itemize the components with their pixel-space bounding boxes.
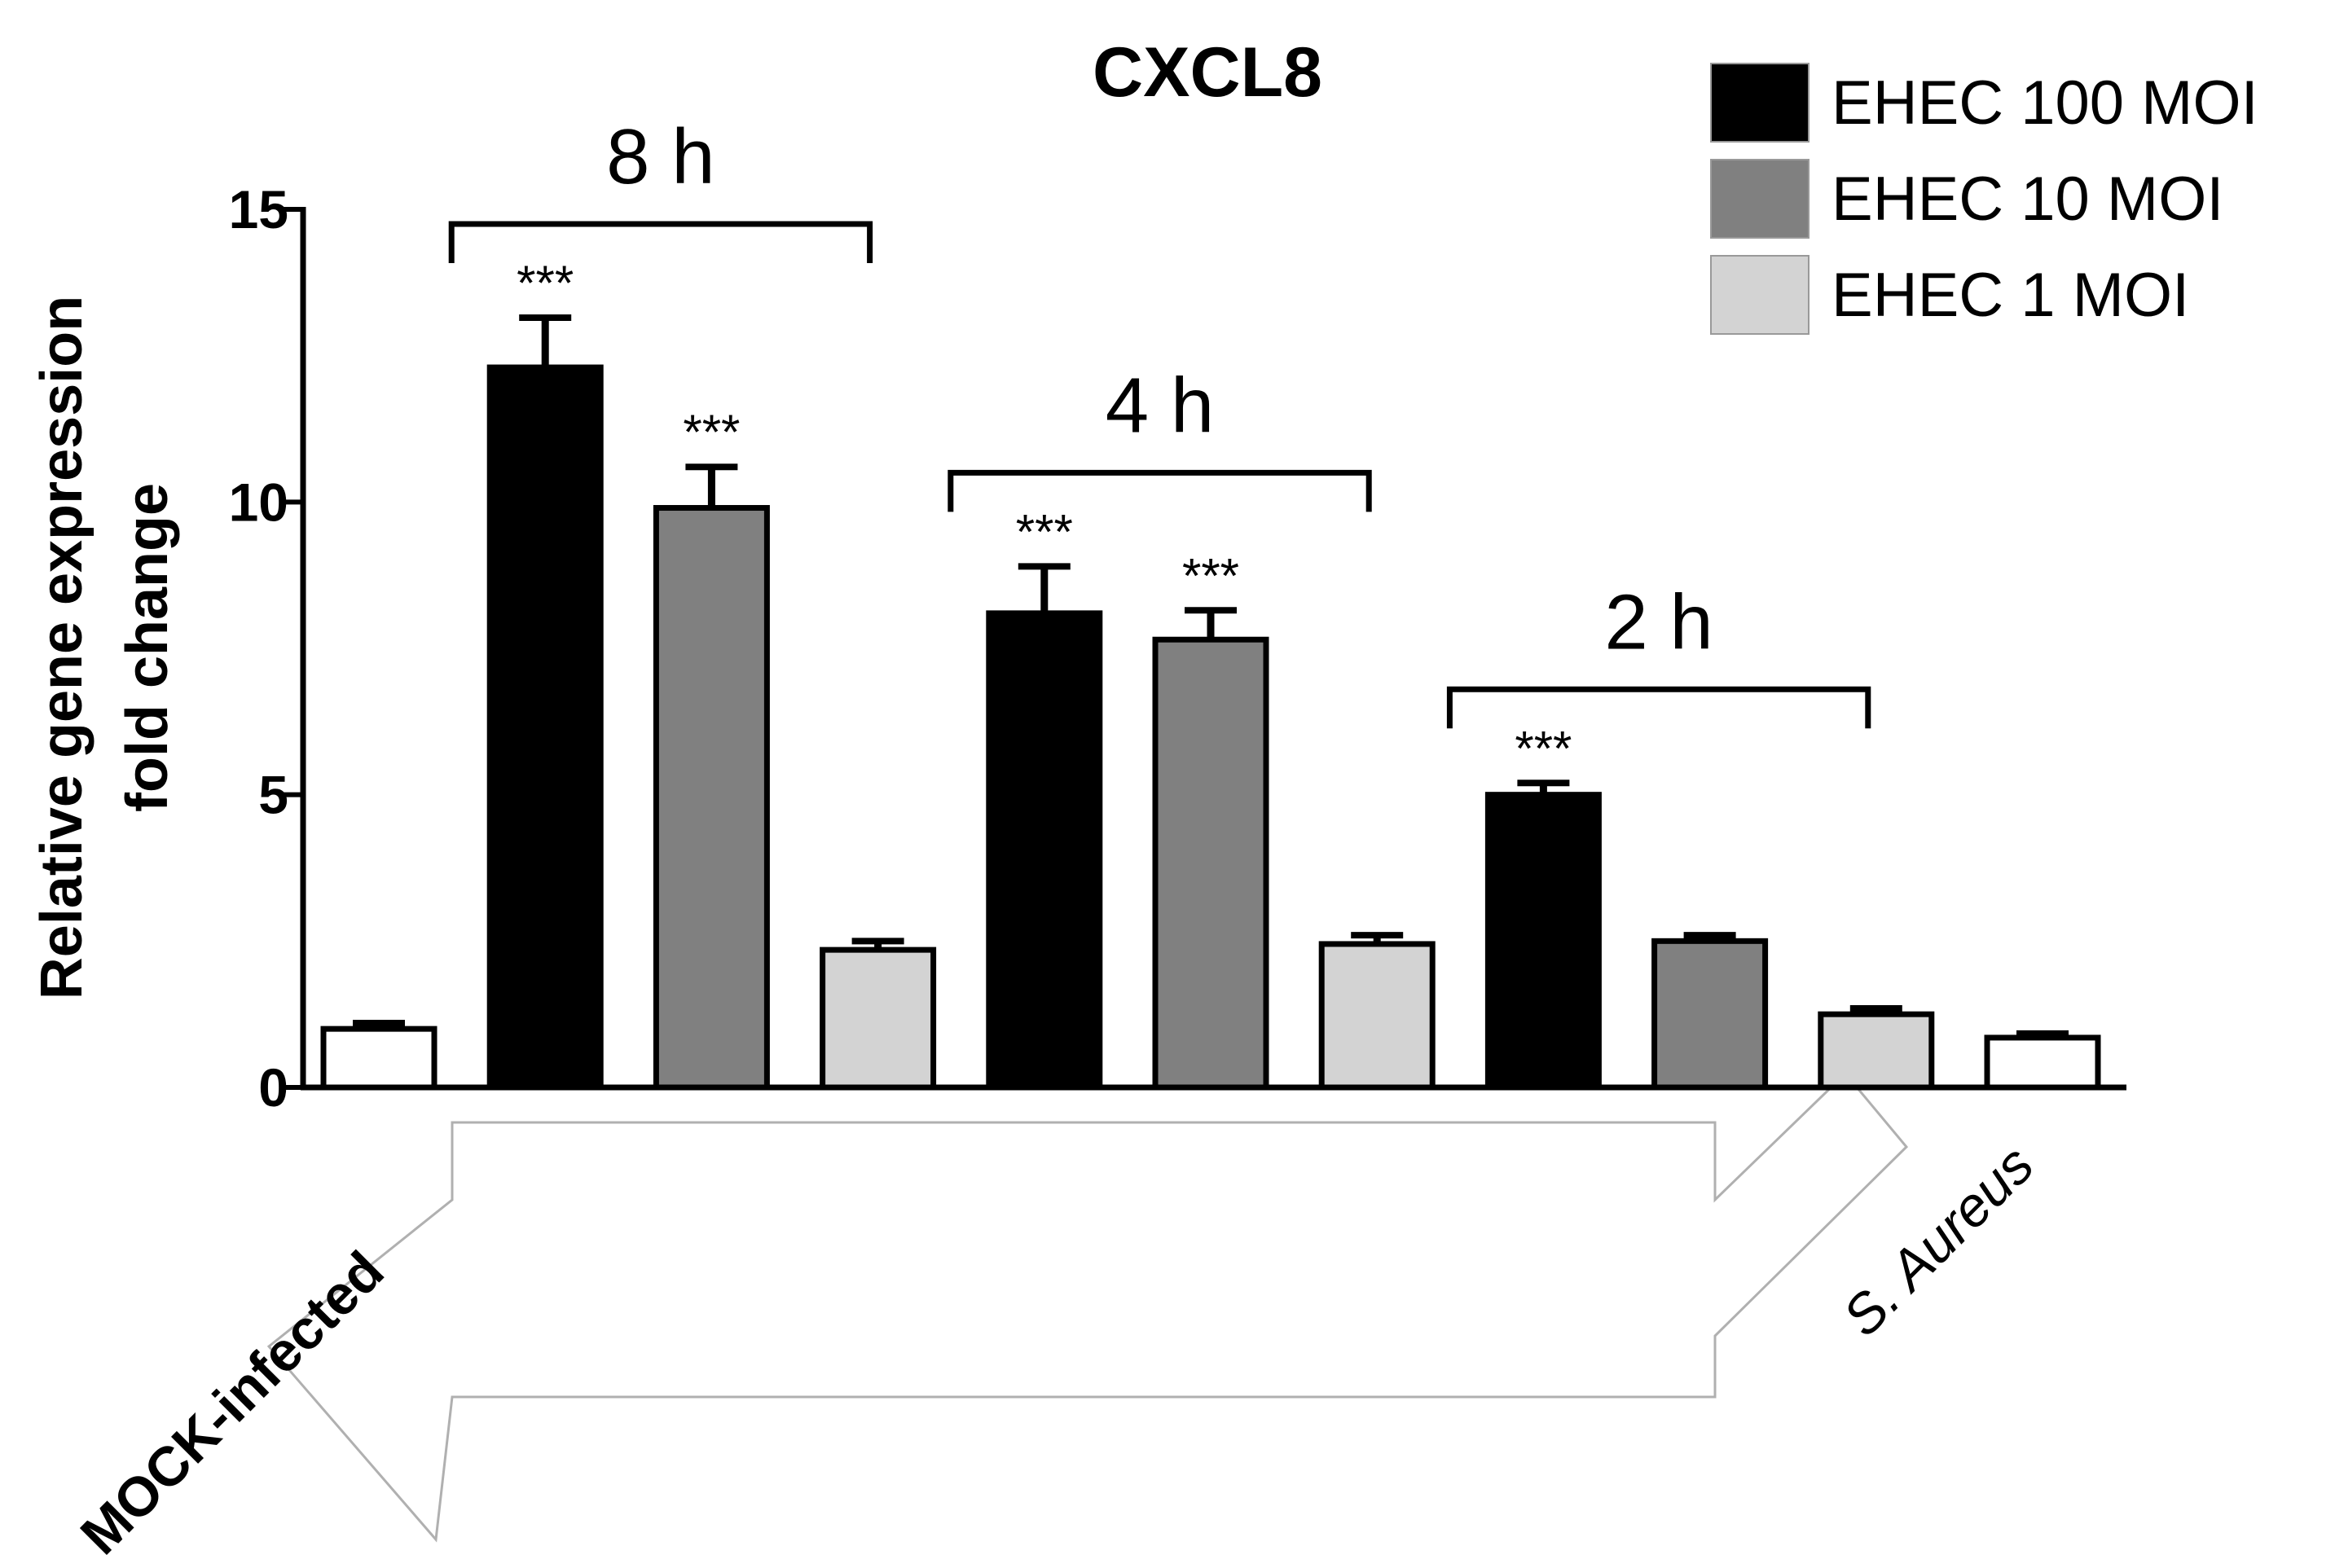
bar <box>1651 938 1769 1091</box>
y-tick-label: 0 <box>258 1057 288 1118</box>
y-tick-label: 10 <box>229 472 288 532</box>
significance-label: *** <box>1016 504 1073 559</box>
category-label-mock: MOCK-infected <box>69 1240 396 1566</box>
significance-label: *** <box>1515 721 1572 775</box>
bar <box>1984 1034 2101 1091</box>
bar <box>820 947 937 1091</box>
bar <box>486 364 604 1091</box>
significance-label: *** <box>1182 548 1239 603</box>
y-tick-label: 15 <box>229 179 288 239</box>
legend-swatch <box>1710 63 1810 143</box>
group-bracket <box>1446 686 1871 729</box>
bar <box>1152 636 1269 1091</box>
significance-label: *** <box>683 405 740 459</box>
group-label: 8 h <box>606 113 715 200</box>
legend-label: EHEC 1 MOI <box>1832 261 2189 330</box>
legend-label: EHEC 10 MOI <box>1832 165 2223 234</box>
time-arrow-shape <box>266 1071 1909 1543</box>
group-label: 2 h <box>1604 578 1713 665</box>
bar <box>1484 792 1602 1091</box>
group-label: 4 h <box>1106 362 1214 449</box>
chart-title: CXCL8 <box>1093 33 1322 112</box>
legend-label: EHEC 100 MOI <box>1832 68 2258 138</box>
y-axis-label-line1: Relative gene expression <box>29 296 95 999</box>
group-bracket <box>948 469 1372 512</box>
group-bracket <box>448 221 873 263</box>
bar <box>1318 941 1436 1091</box>
y-tick-label: 5 <box>258 765 288 825</box>
legend-swatch <box>1710 255 1810 335</box>
significance-label: *** <box>517 256 574 310</box>
bar <box>986 610 1103 1091</box>
legend-swatch <box>1710 159 1810 239</box>
bar <box>653 505 770 1091</box>
bar <box>320 1026 438 1091</box>
y-axis-label-line2: fold change <box>115 483 180 812</box>
category-label-s-aureus: S. Aureus <box>1832 1134 2046 1348</box>
bar <box>1818 1011 1935 1091</box>
